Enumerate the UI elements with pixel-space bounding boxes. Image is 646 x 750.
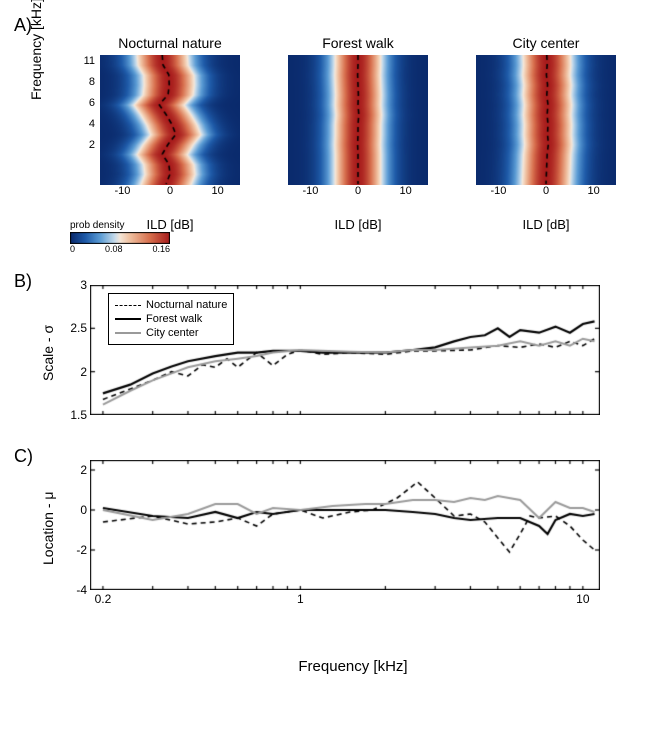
legend-label: City center (146, 327, 199, 339)
colorbar-canvas (70, 232, 170, 244)
heatmap-xlabel: ILD [dB] (288, 217, 428, 232)
heatmap-canvas (476, 55, 616, 185)
panel-c-ylabel: Location - μ (40, 492, 56, 565)
legend: Nocturnal nature Forest walk City center (108, 293, 234, 345)
heatmap-xticks: -10 0 10 (100, 185, 240, 199)
panel-c: C) Location - μ -4-202 0.2110 (10, 450, 636, 650)
heatmap-xlabel: ILD [dB] (476, 217, 616, 232)
legend-item: Forest walk (115, 312, 227, 326)
heatmap-title: Nocturnal nature (100, 35, 240, 51)
colorbar-label: prob density (70, 220, 170, 231)
panel-a: A) Frequency [kHz] 11 8 6 4 2 Nocturnal … (10, 15, 636, 275)
legend-label: Nocturnal nature (146, 299, 227, 311)
heatmap-row: Nocturnal nature -10 0 10 ILD [dB] Fores… (100, 35, 616, 232)
panel-a-ylabel: Frequency [kHz] (28, 0, 44, 100)
colorbar: prob density 0 0.08 0.16 (70, 220, 170, 254)
heatmap-title: Forest walk (288, 35, 428, 51)
heatmap-canvas (100, 55, 240, 185)
panel-b-label: B) (14, 271, 32, 292)
panel-b: B) Scale - σ 1.522.53 Nocturnal natureFo… (10, 275, 636, 450)
panel-c-canvas (90, 460, 600, 590)
heatmap-title: City center (476, 35, 616, 51)
colorbar-ticks: 0 0.08 0.16 (70, 244, 170, 254)
heatmap-canvas (288, 55, 428, 185)
heatmap-xticks: -10 0 10 (476, 185, 616, 199)
legend-line-icon (115, 318, 141, 320)
legend-label: Forest walk (146, 313, 202, 325)
panel-a-yticks: 11 8 6 4 2 (75, 55, 95, 160)
legend-line-icon (115, 305, 141, 306)
legend-item: Nocturnal nature (115, 298, 227, 312)
legend-item: City center (115, 326, 227, 340)
heatmap-forest: Forest walk -10 0 10 ILD [dB] (288, 35, 428, 232)
heatmap-nocturnal: Nocturnal nature -10 0 10 ILD [dB] (100, 35, 240, 232)
heatmap-city: City center -10 0 10 ILD [dB] (476, 35, 616, 232)
panel-b-ylabel: Scale - σ (40, 325, 56, 381)
x-axis-label: Frequency [kHz] (70, 658, 636, 675)
legend-line-icon (115, 332, 141, 334)
heatmap-xticks: -10 0 10 (288, 185, 428, 199)
panel-c-label: C) (14, 446, 33, 467)
